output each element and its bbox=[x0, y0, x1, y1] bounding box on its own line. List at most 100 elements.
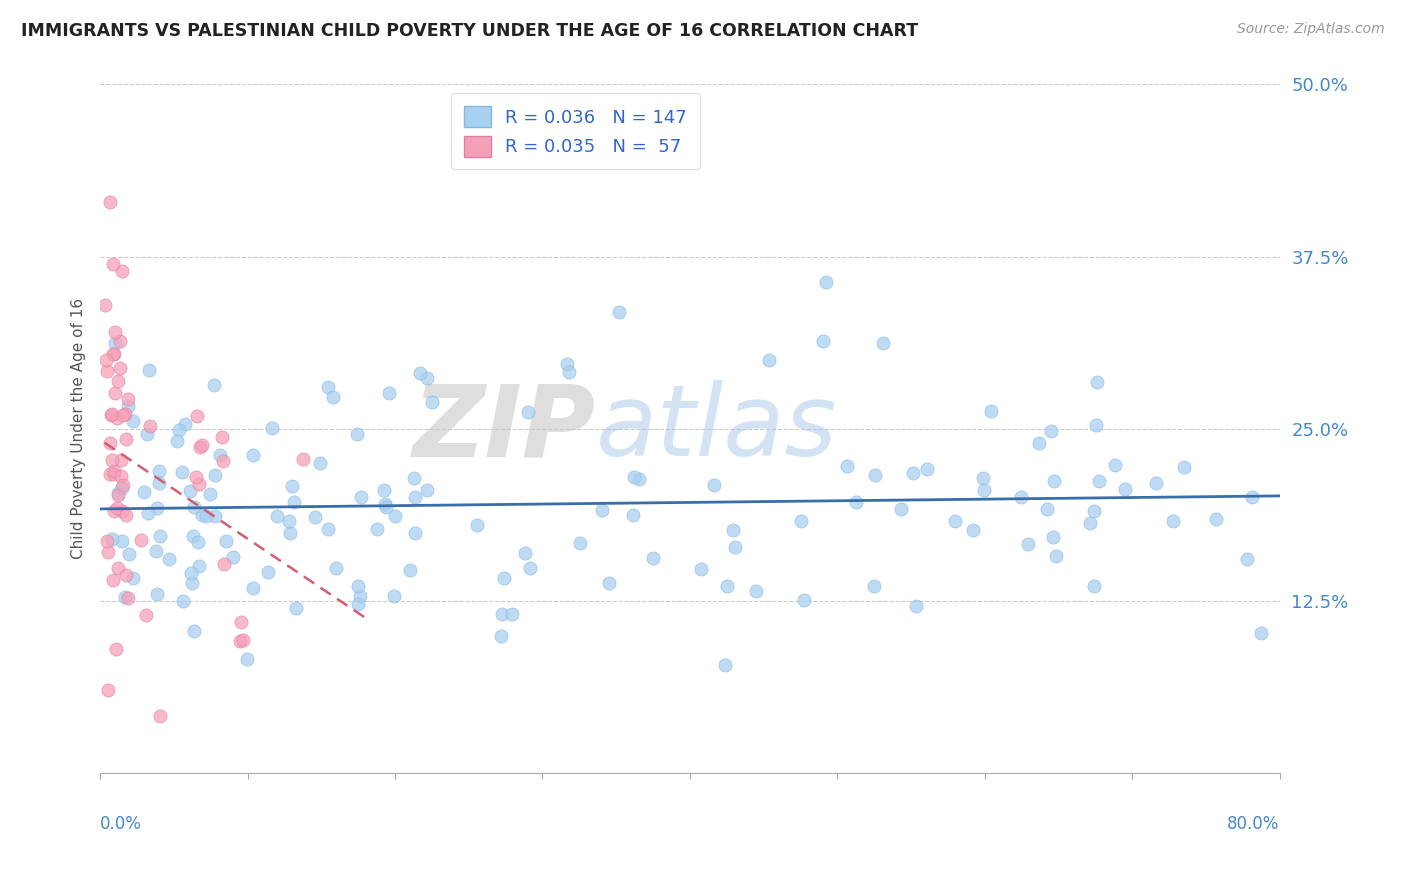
Point bbox=[100, 408, 122, 422]
Point bbox=[404, 526, 426, 541]
Point bbox=[172, 594, 194, 608]
Point bbox=[316, 522, 339, 536]
Point bbox=[1043, 475, 1066, 489]
Point bbox=[104, 326, 127, 340]
Text: atlas: atlas bbox=[596, 380, 837, 477]
Point bbox=[322, 390, 344, 404]
Point bbox=[138, 507, 160, 521]
Point bbox=[242, 448, 264, 462]
Point bbox=[204, 509, 226, 524]
Point bbox=[607, 305, 630, 319]
Point bbox=[291, 452, 314, 467]
Point bbox=[517, 405, 540, 419]
Point bbox=[1241, 490, 1264, 504]
Point bbox=[1039, 424, 1062, 438]
Point bbox=[107, 488, 129, 502]
Point bbox=[121, 571, 143, 585]
Point bbox=[790, 514, 813, 528]
Point bbox=[690, 562, 713, 576]
Point bbox=[103, 463, 125, 477]
Point bbox=[138, 363, 160, 377]
Point bbox=[973, 483, 995, 497]
Point bbox=[180, 575, 202, 590]
Point bbox=[1017, 536, 1039, 550]
Text: ZIP: ZIP bbox=[412, 380, 596, 477]
Text: IMMIGRANTS VS PALESTINIAN CHILD POVERTY UNDER THE AGE OF 16 CORRELATION CHART: IMMIGRANTS VS PALESTINIAN CHILD POVERTY … bbox=[21, 22, 918, 40]
Point bbox=[1078, 516, 1101, 531]
Point bbox=[105, 641, 128, 656]
Point bbox=[758, 353, 780, 368]
Point bbox=[1035, 502, 1057, 516]
Point bbox=[173, 417, 195, 431]
Point bbox=[110, 469, 132, 483]
Point bbox=[167, 423, 190, 437]
Point bbox=[724, 540, 747, 554]
Point bbox=[232, 633, 254, 648]
Point bbox=[170, 465, 193, 479]
Point bbox=[1161, 514, 1184, 528]
Point bbox=[260, 421, 283, 435]
Point bbox=[266, 508, 288, 523]
Point bbox=[105, 410, 128, 425]
Point bbox=[115, 508, 138, 523]
Point bbox=[1045, 549, 1067, 563]
Point bbox=[863, 468, 886, 483]
Point bbox=[374, 497, 396, 511]
Point bbox=[148, 475, 170, 490]
Point bbox=[257, 565, 280, 579]
Point bbox=[188, 559, 211, 574]
Point bbox=[111, 503, 134, 517]
Point bbox=[93, 298, 115, 312]
Point bbox=[188, 477, 211, 491]
Point bbox=[1114, 483, 1136, 497]
Point bbox=[378, 385, 401, 400]
Point bbox=[117, 591, 139, 605]
Point bbox=[215, 533, 238, 548]
Point bbox=[316, 380, 339, 394]
Point bbox=[222, 549, 245, 564]
Point bbox=[1010, 491, 1032, 505]
Point bbox=[384, 508, 406, 523]
Point bbox=[101, 573, 124, 587]
Point bbox=[374, 500, 396, 515]
Point bbox=[108, 334, 131, 349]
Point bbox=[349, 490, 371, 504]
Point bbox=[115, 432, 138, 446]
Point bbox=[114, 567, 136, 582]
Point bbox=[149, 528, 172, 542]
Point bbox=[366, 522, 388, 536]
Point bbox=[621, 508, 644, 522]
Point bbox=[98, 436, 121, 450]
Point bbox=[904, 599, 927, 613]
Point bbox=[1173, 459, 1195, 474]
Point bbox=[111, 408, 134, 422]
Point bbox=[212, 454, 235, 468]
Point bbox=[111, 478, 134, 492]
Point bbox=[494, 571, 516, 585]
Point bbox=[280, 525, 302, 540]
Point bbox=[97, 545, 120, 559]
Point bbox=[845, 495, 868, 509]
Point bbox=[187, 535, 209, 549]
Point bbox=[118, 547, 141, 561]
Point bbox=[591, 503, 613, 517]
Point bbox=[107, 485, 129, 500]
Point bbox=[186, 469, 208, 483]
Point bbox=[110, 360, 132, 375]
Point bbox=[110, 453, 132, 467]
Point bbox=[204, 377, 226, 392]
Legend: R = 0.036   N = 147, R = 0.035   N =  57: R = 0.036 N = 147, R = 0.035 N = 57 bbox=[451, 94, 700, 169]
Point bbox=[558, 365, 581, 379]
Point bbox=[465, 518, 488, 533]
Point bbox=[148, 464, 170, 478]
Point bbox=[139, 419, 162, 434]
Point bbox=[104, 386, 127, 401]
Point bbox=[555, 357, 578, 371]
Point bbox=[793, 592, 815, 607]
Point bbox=[972, 470, 994, 484]
Point bbox=[179, 484, 201, 499]
Point bbox=[277, 514, 299, 528]
Point bbox=[814, 275, 837, 289]
Point bbox=[94, 353, 117, 368]
Point bbox=[96, 534, 118, 549]
